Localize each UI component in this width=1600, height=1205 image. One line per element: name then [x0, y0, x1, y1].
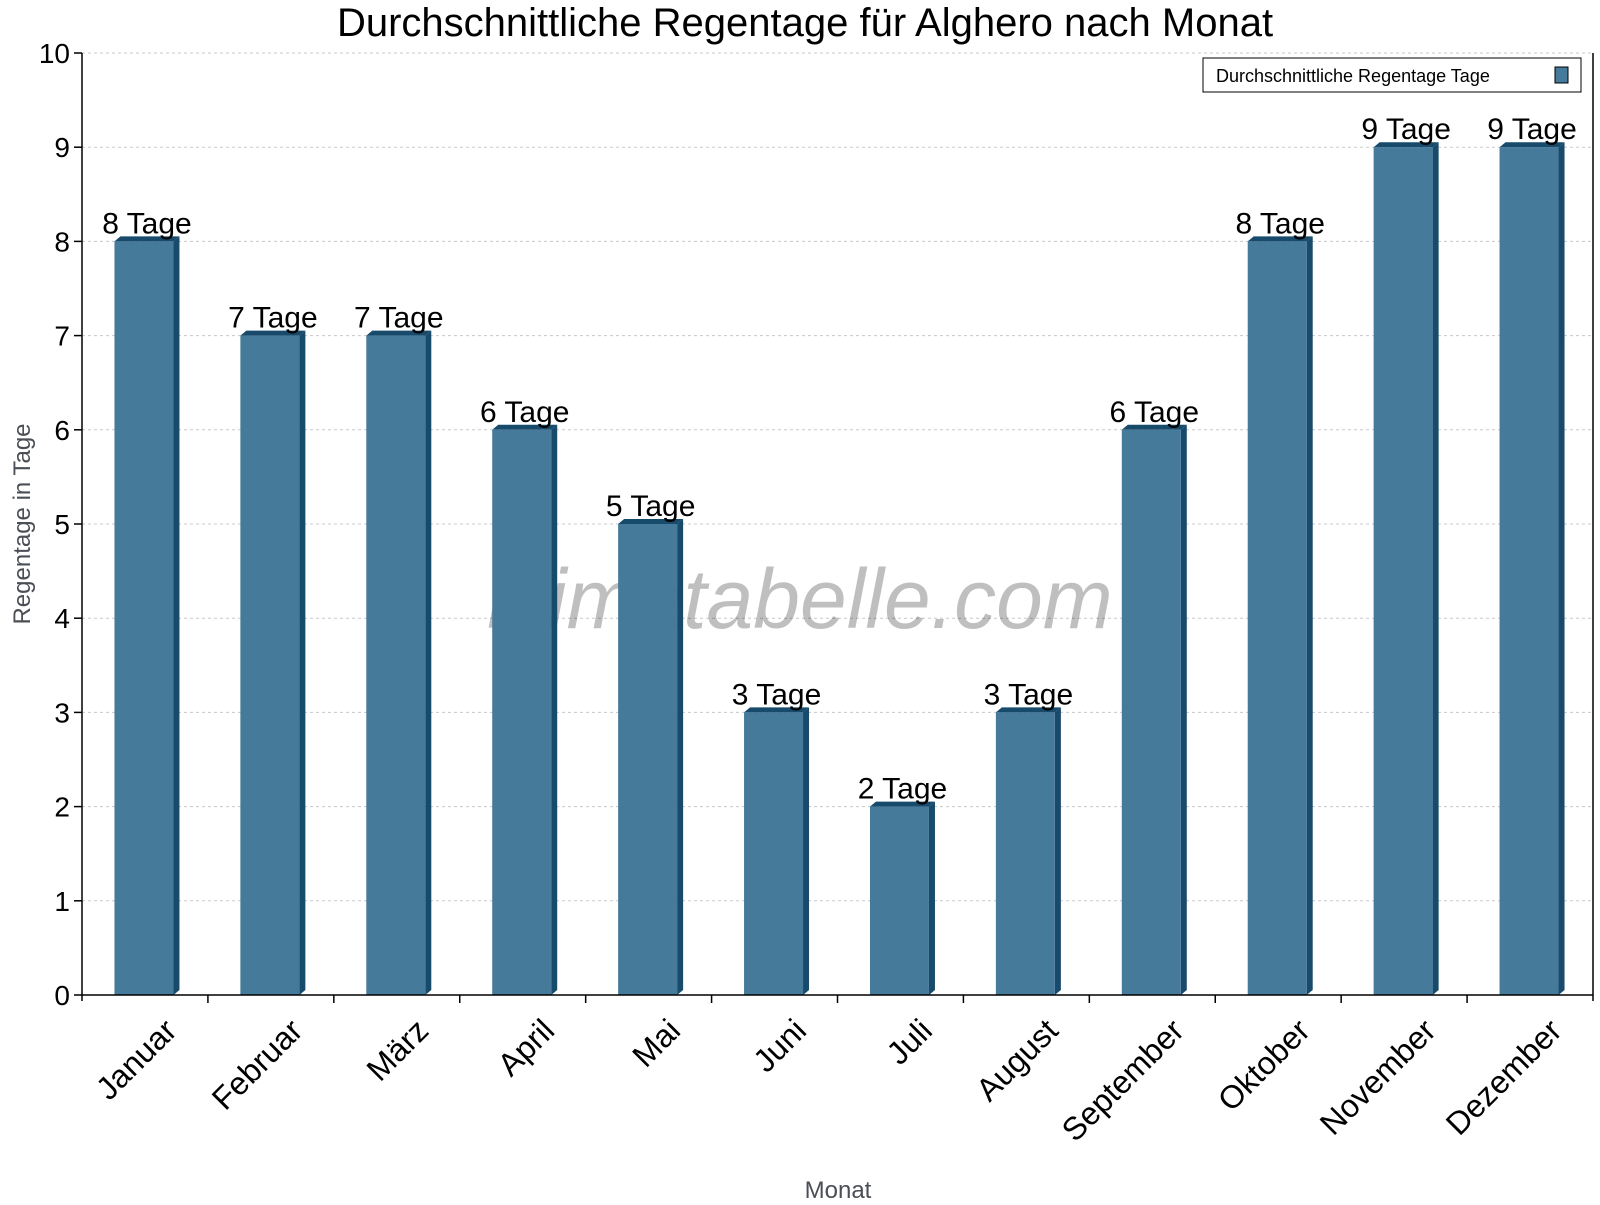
- bar-top: [1373, 142, 1439, 148]
- bar: [1499, 147, 1559, 995]
- y-tick-label: 3: [54, 697, 70, 728]
- bar-top: [114, 236, 180, 242]
- bar-top: [240, 330, 306, 336]
- bar-top: [744, 707, 810, 713]
- data-label: 9 Tage: [1487, 113, 1577, 146]
- x-tick-label: März: [360, 1012, 436, 1088]
- legend-box: [1202, 57, 1582, 93]
- bar-side: [551, 424, 558, 995]
- bar: [492, 429, 552, 995]
- y-tick-label: 6: [54, 415, 70, 446]
- x-axis-title: Monat: [805, 1177, 872, 1200]
- y-tick-label: 2: [54, 792, 70, 823]
- bar-side: [1432, 142, 1439, 995]
- bar-top: [618, 519, 684, 524]
- bar-top: [492, 424, 558, 430]
- bar-side: [299, 330, 306, 996]
- bar: [1373, 147, 1433, 995]
- data-label: 6 Tage: [480, 396, 570, 429]
- bar-top: [1247, 236, 1313, 242]
- y-tick-label: 8: [54, 226, 70, 257]
- bar: [240, 335, 300, 996]
- bar-top: [1499, 142, 1565, 148]
- bar-side: [803, 707, 810, 995]
- x-tick-label: November: [1313, 1012, 1443, 1142]
- bar: [1121, 429, 1181, 995]
- y-tick-label: 0: [54, 980, 70, 1011]
- bar: [618, 524, 678, 995]
- bar: [869, 806, 929, 995]
- y-tick-label: 10: [39, 38, 70, 69]
- legend[interactable]: Durchschnittliche Regentage Tage: [1202, 57, 1582, 93]
- watermark: klimatabelle.com: [487, 552, 1113, 646]
- x-tick-label: Februar: [205, 1012, 310, 1117]
- x-tick-label: April: [490, 1012, 561, 1083]
- y-tick-label: 5: [54, 509, 70, 540]
- bar-top: [995, 707, 1061, 713]
- x-tick-label: Januar: [89, 1012, 184, 1107]
- bar: [366, 335, 426, 996]
- y-tick-label: 4: [54, 603, 70, 634]
- bar-side: [928, 801, 935, 995]
- bar-top: [1121, 424, 1187, 430]
- data-label: 8 Tage: [1235, 207, 1325, 240]
- x-tick-label: Juli: [880, 1012, 939, 1071]
- bar-side: [677, 519, 684, 995]
- chart-title: Durchschnittliche Regentage für Alghero …: [337, 1, 1273, 45]
- grid-lines: [82, 52, 1593, 902]
- y-tick-label: 7: [54, 321, 70, 352]
- x-tick-label: Mai: [625, 1012, 687, 1074]
- bar-side: [1306, 236, 1313, 995]
- y-tick-label: 1: [54, 886, 70, 917]
- legend-swatch: [1554, 66, 1569, 84]
- data-label: 2 Tage: [858, 773, 948, 806]
- bar: [1247, 241, 1307, 995]
- legend-label: Durchschnittliche Regentage Tage: [1216, 66, 1490, 86]
- x-tick-label: Juni: [746, 1012, 813, 1079]
- data-label: 7 Tage: [228, 302, 318, 335]
- x-tick-label: August: [969, 1012, 1065, 1108]
- data-label: 8 Tage: [102, 207, 192, 240]
- bar: [744, 712, 804, 995]
- data-label: 5 Tage: [606, 490, 696, 523]
- bar: [995, 712, 1055, 995]
- data-label: 3 Tage: [984, 678, 1074, 711]
- data-label: 3 Tage: [732, 678, 822, 711]
- data-label: 7 Tage: [354, 302, 444, 335]
- x-tick-label: Oktober: [1211, 1012, 1317, 1118]
- bar-side: [1054, 707, 1061, 995]
- x-tick-label: Dezember: [1439, 1012, 1569, 1142]
- y-axis-title: Regentage in Tage: [9, 423, 36, 624]
- bar-top: [366, 330, 432, 336]
- bar-top: [869, 801, 935, 807]
- bar: [114, 241, 174, 995]
- bar-side: [1558, 142, 1565, 995]
- data-label: 6 Tage: [1110, 396, 1200, 429]
- data-label: 9 Tage: [1361, 113, 1451, 146]
- x-tick-label: September: [1055, 1012, 1191, 1148]
- bar-side: [425, 330, 432, 996]
- y-tick-label: 9: [54, 132, 70, 163]
- bar-side: [1180, 424, 1187, 995]
- bar-side: [173, 236, 180, 995]
- bars: 8 Tage 7 Tage 7 Tage 6 Tage 5 Tage 3 Tage 2 Ta…: [102, 113, 1577, 996]
